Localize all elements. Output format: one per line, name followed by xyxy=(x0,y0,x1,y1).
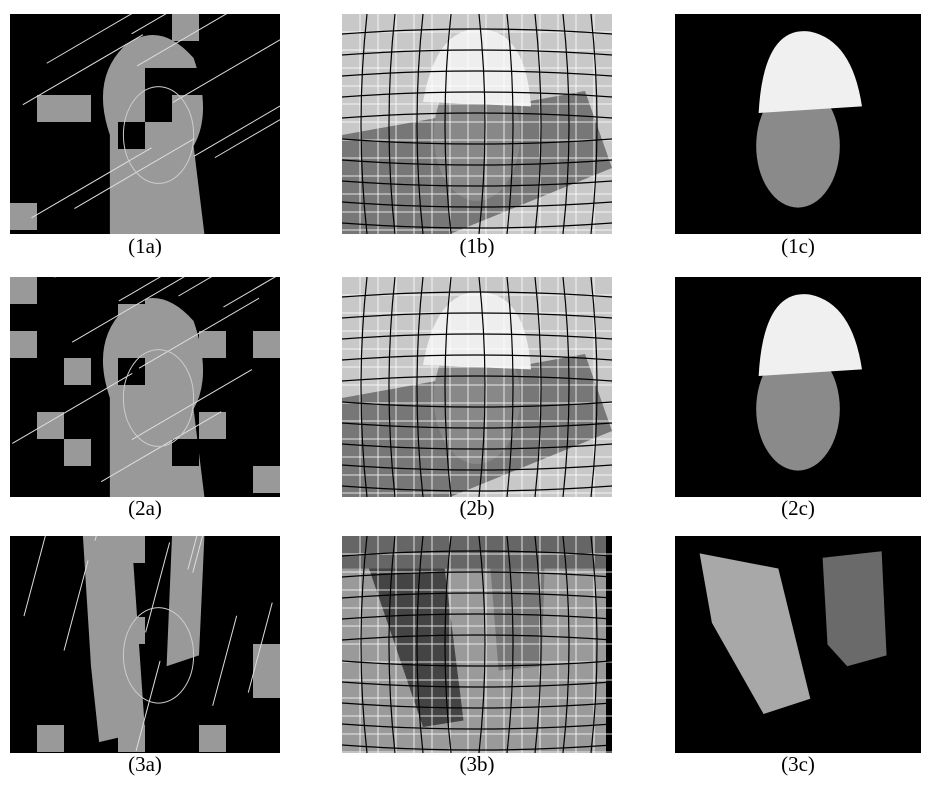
block xyxy=(37,95,64,122)
panel-image xyxy=(10,536,280,753)
block xyxy=(64,149,91,176)
background xyxy=(10,536,280,753)
caption: (2a) xyxy=(10,496,280,521)
block xyxy=(226,304,253,331)
block xyxy=(37,725,64,752)
panel-image xyxy=(10,14,280,234)
block xyxy=(226,439,253,466)
block xyxy=(172,68,199,95)
caption: (3b) xyxy=(342,752,612,777)
block xyxy=(118,617,145,644)
block xyxy=(10,536,37,563)
block xyxy=(145,68,172,95)
block xyxy=(253,331,280,358)
image xyxy=(342,536,612,753)
panel-image xyxy=(342,277,612,497)
block xyxy=(253,644,280,671)
caption: (2b) xyxy=(342,496,612,521)
image xyxy=(342,277,612,497)
block xyxy=(10,277,37,304)
block xyxy=(172,439,199,466)
block xyxy=(199,412,226,439)
block xyxy=(64,358,91,385)
block xyxy=(199,671,226,698)
hand-region xyxy=(167,536,205,666)
block xyxy=(145,671,172,698)
panel-image xyxy=(342,14,612,234)
image xyxy=(675,536,921,753)
panel-image xyxy=(342,536,612,753)
block xyxy=(118,277,145,304)
block xyxy=(64,95,91,122)
band xyxy=(342,536,612,569)
block xyxy=(64,439,91,466)
block xyxy=(118,358,145,385)
block xyxy=(199,68,226,95)
block xyxy=(199,331,226,358)
panel-image xyxy=(675,536,921,753)
image xyxy=(675,277,921,497)
page: (1a)(1b)(1c)(2a)(2b)(2c)(3a)(3b)(3c) (()… xyxy=(0,0,933,792)
block xyxy=(118,725,145,752)
panel-image xyxy=(10,277,280,497)
block xyxy=(118,536,145,563)
image xyxy=(10,14,280,234)
block xyxy=(226,331,253,358)
block xyxy=(118,68,145,95)
hand xyxy=(823,551,887,666)
block xyxy=(199,725,226,752)
block xyxy=(253,466,280,493)
panel-image xyxy=(675,14,921,234)
block xyxy=(253,671,280,698)
block xyxy=(118,122,145,149)
image xyxy=(10,536,280,753)
block xyxy=(64,412,91,439)
caption: (1b) xyxy=(342,234,612,259)
block xyxy=(172,14,199,41)
image xyxy=(342,14,612,234)
block xyxy=(118,439,145,466)
caption: (3c) xyxy=(675,752,921,777)
panel-image xyxy=(675,277,921,497)
caption: (1a) xyxy=(10,234,280,259)
hand xyxy=(491,569,545,671)
image xyxy=(675,14,921,234)
caption: (2c) xyxy=(675,496,921,521)
block xyxy=(145,95,172,122)
image xyxy=(10,277,280,497)
caption: (1c) xyxy=(675,234,921,259)
caption: (3a) xyxy=(10,752,280,777)
block xyxy=(10,331,37,358)
